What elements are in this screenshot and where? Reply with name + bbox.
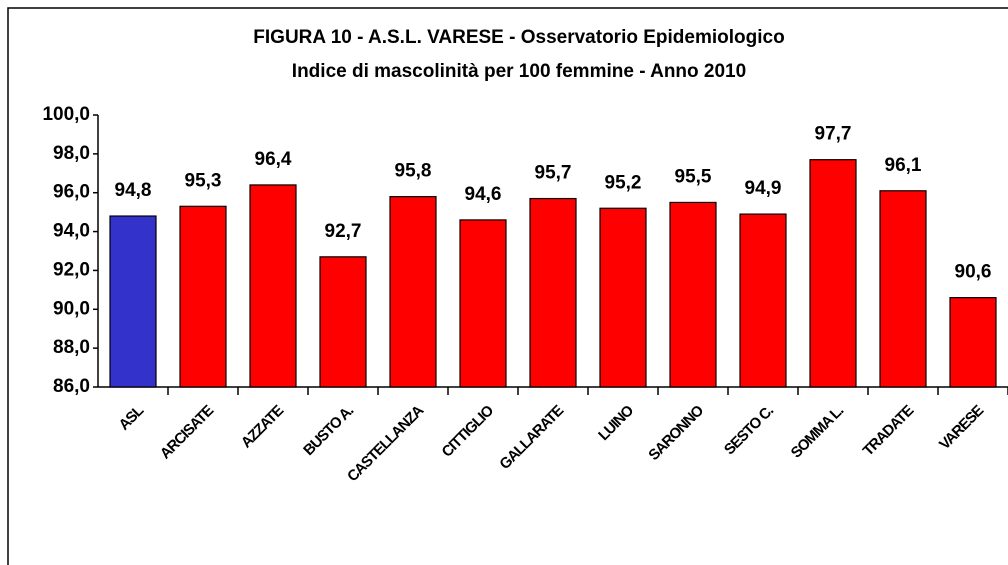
chart-subtitle: Indice di mascolinità per 100 femmine - … — [292, 61, 746, 82]
y-tick-label: 96,0 — [53, 182, 90, 203]
y-tick-label: 98,0 — [53, 143, 90, 164]
bar — [599, 207, 647, 388]
y-tick-label: 92,0 — [53, 259, 90, 280]
bar — [529, 197, 577, 388]
bar — [879, 190, 927, 388]
y-tick-label: 88,0 — [53, 337, 90, 358]
bar — [809, 159, 857, 388]
bar — [109, 215, 157, 388]
value-label: 92,7 — [325, 221, 362, 242]
bar — [949, 297, 997, 388]
chart-frame — [7, 7, 1008, 565]
value-label: 95,3 — [185, 170, 222, 191]
bar — [249, 184, 297, 388]
y-tick-label: 90,0 — [53, 298, 90, 319]
value-label: 96,4 — [255, 149, 292, 170]
value-label: 94,6 — [465, 184, 502, 205]
value-label: 95,7 — [535, 163, 572, 184]
y-tick-label: 94,0 — [53, 221, 90, 242]
y-tick-label: 100,0 — [42, 104, 90, 125]
y-tick-label: 86,0 — [53, 376, 90, 397]
value-label: 97,7 — [815, 124, 852, 145]
bar — [389, 196, 437, 388]
bar — [319, 256, 367, 388]
value-label: 90,6 — [955, 262, 992, 283]
bar — [459, 219, 507, 388]
value-label: 95,5 — [675, 166, 712, 187]
bar — [179, 205, 227, 388]
bar — [739, 213, 787, 388]
value-label: 94,9 — [745, 178, 782, 199]
chart-title: FIGURA 10 - A.S.L. VARESE - Osservatorio… — [253, 27, 784, 48]
bar — [669, 201, 717, 388]
value-label: 95,8 — [395, 161, 432, 182]
value-label: 95,2 — [605, 172, 642, 193]
value-label: 96,1 — [885, 155, 922, 176]
value-label: 94,8 — [115, 180, 152, 201]
